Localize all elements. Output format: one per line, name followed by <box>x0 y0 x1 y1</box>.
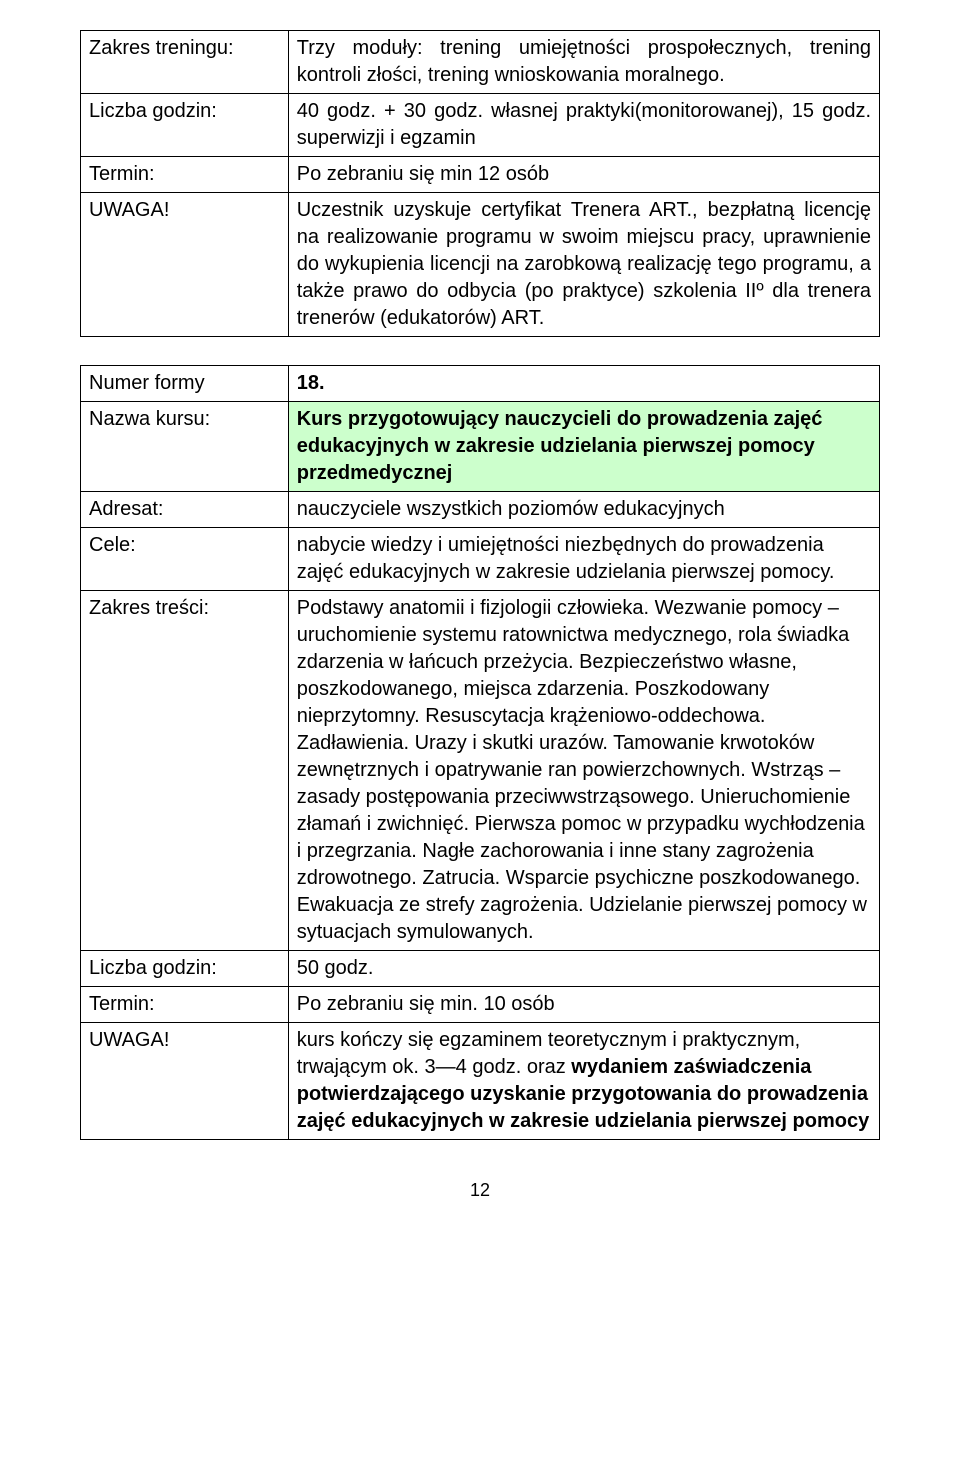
table-row: Termin:Po zebraniu się min. 10 osób <box>81 987 880 1023</box>
row-label: Liczba godzin: <box>81 951 289 987</box>
table-row: Zakres treści:Podstawy anatomii i fizjol… <box>81 591 880 951</box>
row-label: Nazwa kursu: <box>81 402 289 492</box>
row-value: 18. <box>288 366 879 402</box>
row-label: Termin: <box>81 157 289 193</box>
row-value: Trzy moduły: trening umiejętności prospo… <box>288 31 879 94</box>
table-row: Liczba godzin:40 godz. + 30 godz. własne… <box>81 94 880 157</box>
document-page: Zakres treningu:Trzy moduły: trening umi… <box>0 0 960 1241</box>
training-table-1: Zakres treningu:Trzy moduły: trening umi… <box>80 30 880 337</box>
page-number: 12 <box>80 1180 880 1201</box>
row-label: Liczba godzin: <box>81 94 289 157</box>
row-label: UWAGA! <box>81 193 289 337</box>
table-row: UWAGA!kurs kończy się egzaminem teoretyc… <box>81 1023 880 1140</box>
table-row: Zakres treningu:Trzy moduły: trening umi… <box>81 31 880 94</box>
row-value: Po zebraniu się min. 10 osób <box>288 987 879 1023</box>
table-row: Cele:nabycie wiedzy i umiejętności niezb… <box>81 528 880 591</box>
table-row: Nazwa kursu:Kurs przygotowujący nauczyci… <box>81 402 880 492</box>
row-value: Podstawy anatomii i fizjologii człowieka… <box>288 591 879 951</box>
bold-text: Kurs przygotowujący nauczycieli do prowa… <box>297 408 823 484</box>
row-label: Adresat: <box>81 492 289 528</box>
course-table-2: Numer formy 18.Nazwa kursu:Kurs przygoto… <box>80 365 880 1140</box>
row-value: Uczestnik uzyskuje certyfikat Trenera AR… <box>288 193 879 337</box>
bold-text: wydaniem zaświadczenia potwierdzającego … <box>297 1056 869 1132</box>
row-label: UWAGA! <box>81 1023 289 1140</box>
row-value: nabycie wiedzy i umiejętności niezbędnyc… <box>288 528 879 591</box>
row-label: Zakres treści: <box>81 591 289 951</box>
row-label: Termin: <box>81 987 289 1023</box>
table-row: Liczba godzin:50 godz. <box>81 951 880 987</box>
row-label: Numer formy <box>81 366 289 402</box>
row-value: nauczyciele wszystkich poziomów edukacyj… <box>288 492 879 528</box>
row-label: Zakres treningu: <box>81 31 289 94</box>
bold-text: 18. <box>297 372 325 394</box>
row-value: kurs kończy się egzaminem teoretycznym i… <box>288 1023 879 1140</box>
table-row: UWAGA!Uczestnik uzyskuje certyfikat Tren… <box>81 193 880 337</box>
row-label: Cele: <box>81 528 289 591</box>
row-value: Kurs przygotowujący nauczycieli do prowa… <box>288 402 879 492</box>
row-value: 40 godz. + 30 godz. własnej praktyki(mon… <box>288 94 879 157</box>
table-row: Termin:Po zebraniu się min 12 osób <box>81 157 880 193</box>
row-value: Po zebraniu się min 12 osób <box>288 157 879 193</box>
row-value: 50 godz. <box>288 951 879 987</box>
table-row: Numer formy 18. <box>81 366 880 402</box>
table-row: Adresat:nauczyciele wszystkich poziomów … <box>81 492 880 528</box>
